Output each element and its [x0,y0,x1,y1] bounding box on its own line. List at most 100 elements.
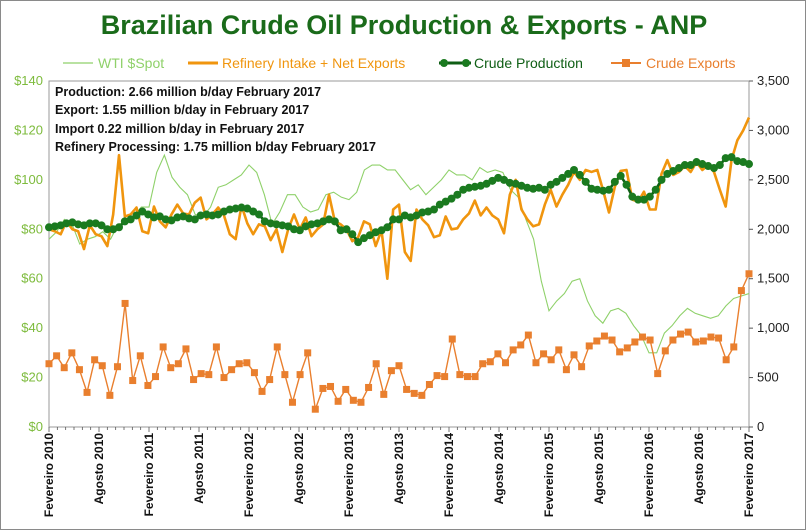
exports-point [638,333,646,341]
exports-point [296,371,304,379]
exports-point [220,374,228,382]
y-left-tick-label: $100 [14,172,43,187]
production-point [581,177,590,186]
exports-point [319,384,327,392]
x-tick-label: Agosto 2014 [492,433,506,505]
exports-point [228,366,236,374]
exports-point [106,391,114,399]
exports-point [684,328,692,336]
exports-point [661,347,669,355]
legend-label-wti: WTI $Spot [98,55,164,71]
production-point [354,238,363,247]
production-point [616,171,625,180]
x-tick-label: Fevereiro 2017 [742,433,756,517]
production-point [383,223,392,232]
exports-point [486,358,494,366]
exports-point [737,287,745,295]
x-tick-label: Fevereiro 2013 [342,433,356,517]
production-point [330,217,339,226]
y-left-tick-label: $60 [21,271,43,286]
y-left-tick-label: $0 [29,419,43,434]
x-tick-label: Agosto 2010 [92,433,106,505]
annotation-export: Export: 1.55 million b/day in February 2… [55,103,309,117]
exports-point [532,359,540,367]
production-point [564,169,573,178]
exports-point [593,337,601,345]
exports-point [205,371,213,379]
exports-point [509,346,517,354]
exports-point [463,373,471,381]
x-tick-label: Agosto 2016 [692,433,706,505]
exports-point [403,385,411,393]
production-point [634,195,643,204]
exports-point [418,391,426,399]
exports-point [273,343,281,351]
exports-point [395,362,403,370]
exports-point [646,336,654,344]
x-tick-label: Fevereiro 2012 [242,433,256,517]
production-point [97,221,106,230]
series-layer [45,117,753,413]
exports-point [410,389,418,397]
exports-point [433,372,441,380]
exports-point [425,380,433,388]
exports-point [53,352,61,360]
y-left-tick-label: $120 [14,122,43,137]
exports-point [250,369,258,377]
exports-point [387,367,395,375]
y-left-tick-label: $40 [21,320,43,335]
exports-point [327,382,335,390]
exports-point [524,331,532,339]
y-right-tick-label: 1,500 [757,271,790,286]
exports-point [190,376,198,384]
production-point [348,230,357,239]
exports-point [113,363,121,371]
production-point [575,170,584,179]
exports-point [631,338,639,346]
exports-point [304,349,312,357]
legend-marker-production-a [440,59,448,67]
production-point [342,225,351,234]
exports-point [722,356,730,364]
exports-point [372,360,380,368]
production-point [622,180,631,189]
series-exports [45,270,753,413]
y-right-tick-label: 500 [757,370,779,385]
annotation-refinery: Refinery Processing: 1.75 million b/day … [55,140,376,154]
production-point [552,177,561,186]
y-right-tick-label: 1,000 [757,320,790,335]
exports-point [494,350,502,358]
exports-point [60,364,68,372]
production-point [453,190,462,199]
exports-point [547,356,555,364]
legend-label-exports: Crude Exports [646,55,735,71]
production-point [645,192,654,201]
production-point [745,160,753,169]
y-right-tick-label: 0 [757,419,764,434]
series-line-wti [48,153,750,354]
x-tick-label: Agosto 2013 [392,433,406,505]
x-tick-label: Fevereiro 2015 [542,433,556,517]
legend-marker-production-b [462,59,470,67]
exports-point [677,330,685,338]
annotation-production: Production: 2.66 million b/day February … [55,85,321,99]
production-point [255,210,263,219]
exports-point [730,343,738,351]
legend-label-production: Crude Production [474,55,583,71]
production-point [447,194,456,203]
exports-point [83,388,91,396]
exports-point [707,333,715,341]
exports-point [197,370,205,378]
exports-point [441,373,449,381]
x-tick-label: Fevereiro 2010 [42,433,56,517]
y-left-tick-label: $20 [21,370,43,385]
exports-point [699,337,707,345]
exports-point [456,371,464,379]
exports-point [159,343,167,351]
chart-title: Brazilian Crude Oil Production & Exports… [101,10,708,40]
exports-point [342,385,350,393]
exports-point [129,377,137,385]
exports-point [570,351,578,359]
